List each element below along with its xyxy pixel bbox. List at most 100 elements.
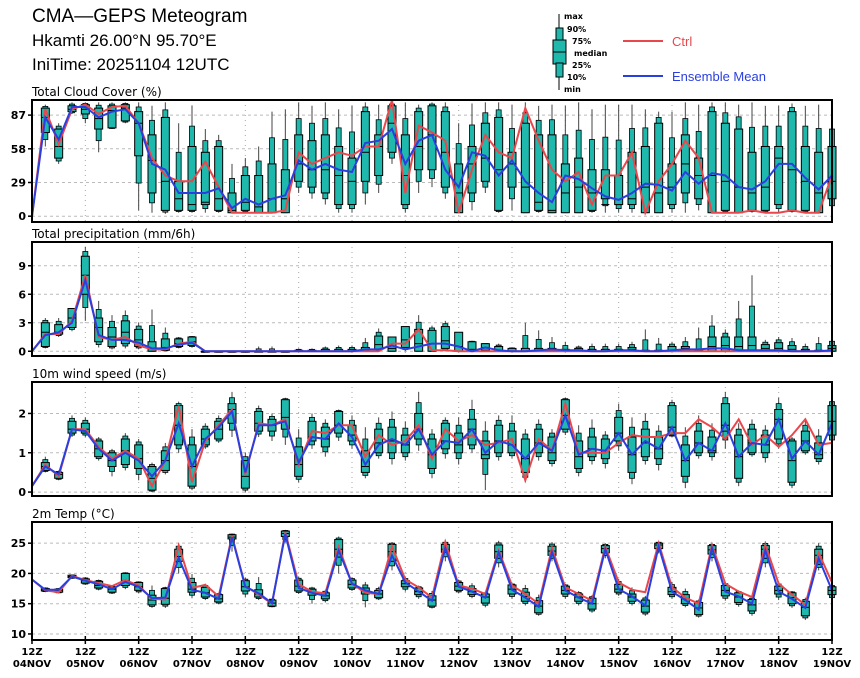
panel-frame <box>31 241 833 357</box>
panel-3: 2m Temp (°C) 10 15 20 25 <box>11 507 837 641</box>
legend-p90: 90% <box>567 25 586 34</box>
box-whisker <box>507 415 517 459</box>
box-whisker <box>814 337 824 352</box>
y-tick-label: 6 <box>18 288 26 301</box>
box-whisker <box>747 597 757 616</box>
x-tick-label-hour: 12Z <box>21 647 42 658</box>
location-label: Hkamti 26.00°N 95.70°E <box>32 31 217 50</box>
legend-p25: 25% <box>572 61 591 70</box>
chart-title: CMA—GEPS Meteogram <box>32 6 248 27</box>
legend-median: median <box>574 49 608 58</box>
x-tick-label-hour: 12Z <box>555 647 576 658</box>
box-whisker <box>734 300 744 352</box>
box-whisker <box>480 421 490 491</box>
box-whisker <box>640 413 650 465</box>
box-whisker <box>414 315 424 352</box>
x-tick-label-date: 19NOV <box>813 659 852 670</box>
box-25-75 <box>200 151 210 206</box>
box-whisker <box>680 102 690 213</box>
box-25-75 <box>787 111 797 211</box>
box-whisker <box>107 102 117 130</box>
box-whisker <box>520 322 530 352</box>
box-25-75 <box>720 403 730 432</box>
box-25-75 <box>440 111 450 188</box>
box-whisker <box>480 102 490 193</box>
y-tick-label: 20 <box>11 567 27 580</box>
panel-frame <box>31 521 833 641</box>
box-whisker <box>120 310 130 349</box>
box-whisker <box>440 320 450 352</box>
box-whisker <box>667 399 677 438</box>
box-whisker <box>720 102 730 213</box>
box-whisker <box>627 104 637 213</box>
x-axis: 12Z04NOV12Z05NOV12Z06NOV12Z07NOV12Z08NOV… <box>13 636 852 670</box>
panel-title: Total precipitation (mm/6h) <box>31 227 195 241</box>
box-whisker <box>800 343 810 352</box>
panel-frame <box>31 381 833 497</box>
box-whisker <box>614 403 624 451</box>
y-tick-label: 58 <box>11 143 26 156</box>
x-tick-label-hour: 12Z <box>75 647 96 658</box>
ctrl-line <box>31 99 833 217</box>
x-tick-label-date: 07NOV <box>173 659 212 670</box>
box-25-75 <box>174 180 184 211</box>
x-tick-label-hour: 12Z <box>661 647 682 658</box>
box-whisker <box>494 415 504 461</box>
box-25-75 <box>280 399 290 430</box>
legend-max: max <box>564 12 584 21</box>
box-whisker <box>67 415 77 438</box>
box-whisker <box>587 419 597 465</box>
box-whisker <box>494 102 504 213</box>
x-tick-label-hour: 12Z <box>608 647 629 658</box>
box-25-75 <box>534 134 544 211</box>
box-25-75 <box>427 329 437 352</box>
panel-0: Total Cloud Cover (%) 0 29 58 87 <box>11 85 837 223</box>
x-tick-label-date: 04NOV <box>13 659 52 670</box>
box-whisker <box>80 417 90 438</box>
box-whisker <box>747 275 757 352</box>
box-whisker <box>107 315 117 350</box>
x-tick-label-date: 10NOV <box>333 659 372 670</box>
x-tick-label-hour: 12Z <box>821 647 842 658</box>
box-whisker <box>720 329 730 352</box>
legend-mean-label: Ensemble Mean <box>672 69 766 84</box>
box-whisker <box>147 309 157 352</box>
x-tick-label-hour: 12Z <box>448 647 469 658</box>
box-whisker <box>747 102 757 213</box>
box-whisker <box>787 103 797 213</box>
legend-p75: 75% <box>572 37 591 46</box>
box-whisker <box>520 102 530 214</box>
box-whisker <box>534 105 544 213</box>
box-whisker <box>787 337 797 352</box>
box-whisker <box>214 134 224 213</box>
box-whisker <box>400 326 410 352</box>
box-25-75 <box>774 145 784 206</box>
box-whisker <box>774 337 784 352</box>
box-whisker <box>134 102 144 211</box>
box-25-75 <box>787 440 797 483</box>
box-whisker <box>534 330 544 352</box>
box-25-75 <box>507 151 517 188</box>
box-whisker <box>760 105 770 213</box>
legend-min: min <box>564 85 581 94</box>
box-whisker <box>187 105 197 213</box>
box-25-75 <box>374 134 384 177</box>
x-tick-label-date: 18NOV <box>760 659 799 670</box>
box-25-75 <box>694 157 704 200</box>
x-tick-label-hour: 12Z <box>768 647 789 658</box>
box-whisker <box>640 329 650 352</box>
box-whisker <box>320 102 330 205</box>
box-25-75 <box>254 410 264 432</box>
x-tick-label-hour: 12Z <box>715 647 736 658</box>
box-25-75 <box>667 405 677 436</box>
y-tick-label: 0 <box>18 210 26 223</box>
panel-title: Total Cloud Cover (%) <box>31 85 162 99</box>
panel-1: Total precipitation (mm/6h) 0 3 6 9 <box>18 227 837 358</box>
box-25-75 <box>654 122 664 214</box>
x-tick-label-date: 09NOV <box>280 659 319 670</box>
x-tick-label-hour: 12Z <box>501 647 522 658</box>
box-whisker <box>107 448 117 477</box>
box-whisker <box>654 337 664 352</box>
box-whisker <box>414 104 424 193</box>
